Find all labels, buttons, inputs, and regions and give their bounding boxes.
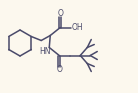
Text: OH: OH <box>71 23 83 32</box>
Text: O: O <box>56 65 62 74</box>
Text: HN: HN <box>39 46 51 56</box>
Text: O: O <box>57 8 63 17</box>
